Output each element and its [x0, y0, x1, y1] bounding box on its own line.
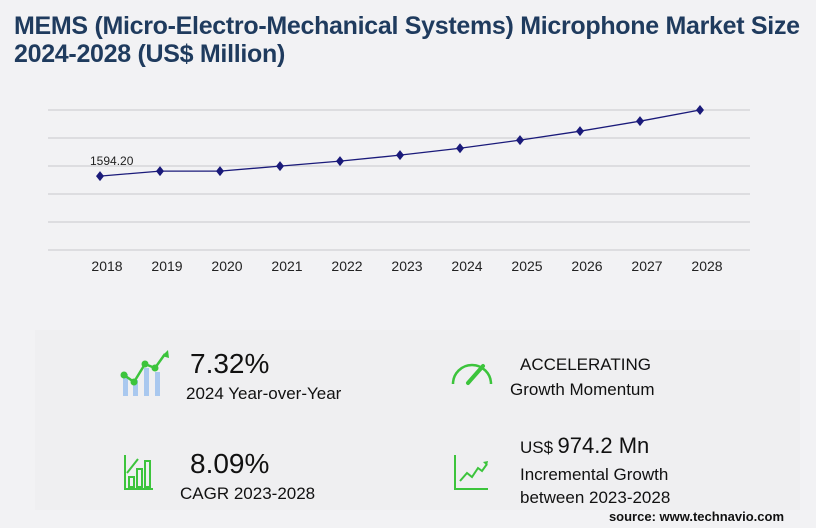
momentum-value: ACCELERATING	[520, 355, 651, 374]
bar-chart-icon	[124, 455, 153, 490]
data-point-2027	[636, 116, 644, 127]
incr-label-1: Incremental Growth	[520, 465, 669, 484]
data-point-2022	[336, 156, 344, 167]
x-tick-label: 2024	[451, 258, 482, 274]
yoy-value: 7.32%	[190, 348, 270, 379]
chart-title: MEMS (Micro-Electro-Mechanical Systems) …	[14, 12, 800, 68]
yoy-label: 2024 Year-over-Year	[186, 384, 342, 403]
data-point-2026	[576, 126, 584, 137]
data-point-2025	[516, 135, 524, 146]
line-chart: 2018 1594.20 2019 2020 2021 2022 2023 2024 2025 2…	[48, 105, 750, 274]
x-tick-label: 2022	[331, 258, 362, 274]
x-tick-label: 2018	[91, 258, 122, 274]
momentum-label: Growth Momentum	[510, 380, 655, 399]
data-label: 1594.20	[90, 154, 134, 168]
incremental-value: US$ 974.2 Mn	[520, 433, 649, 459]
x-tick-label: 2021	[271, 258, 302, 274]
x-tick-label: 2019	[151, 258, 182, 274]
bar-trend-icon	[120, 350, 169, 396]
data-point-2021	[276, 161, 284, 172]
data-point-2020	[216, 166, 224, 177]
data-point-2019	[156, 166, 164, 177]
cagr-value: 8.09%	[190, 448, 270, 479]
x-tick-label: 2028	[691, 258, 722, 274]
x-tick-label: 2027	[631, 258, 662, 274]
speedometer-icon	[451, 363, 493, 385]
x-tick-label: 2026	[571, 258, 602, 274]
stats-panel	[35, 330, 800, 510]
data-point-2024	[456, 143, 464, 154]
cagr-label: CAGR 2023-2028	[180, 484, 316, 503]
data-point-2023	[396, 150, 404, 161]
growth-chart-icon	[454, 455, 488, 490]
source-text: source: www.technavio.com	[608, 509, 784, 524]
x-tick-label: 2020	[211, 258, 242, 274]
incr-amount: 974.2 Mn	[557, 433, 650, 458]
x-tick-label: 2025	[511, 258, 542, 274]
data-point-2028	[696, 105, 704, 115]
incr-label-2: between 2023-2028	[520, 488, 671, 507]
x-tick-label: 2023	[391, 258, 422, 274]
currency-prefix: US$	[520, 438, 554, 457]
data-point-2018	[96, 171, 104, 182]
